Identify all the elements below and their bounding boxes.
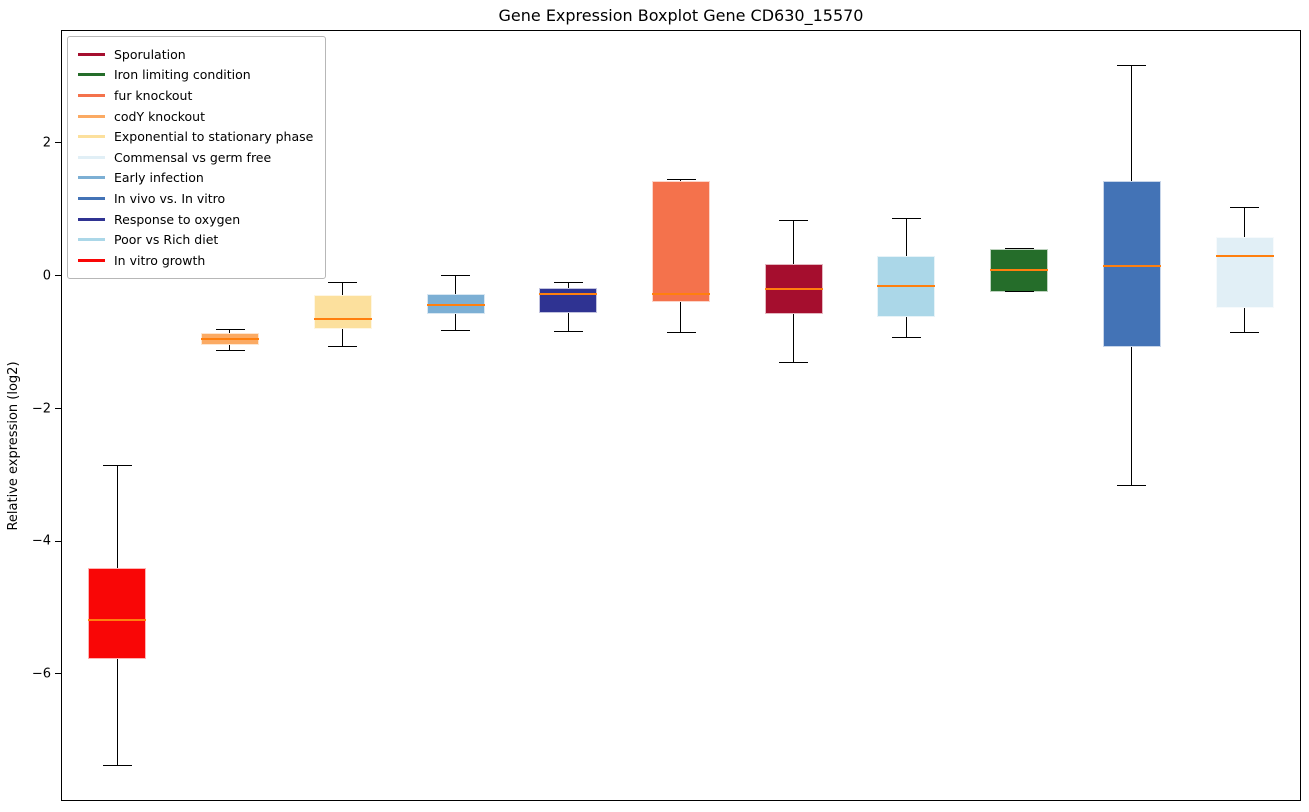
legend-label: In vitro growth <box>114 252 206 268</box>
y-tick-label: −2 <box>31 401 51 417</box>
legend-swatch <box>78 258 105 262</box>
median-line <box>990 268 1049 271</box>
plot-area: Relative expression (log2) Sporulation Ir… <box>6 30 1301 801</box>
whisker-cap-top <box>666 179 696 181</box>
whisker-cap-bottom <box>328 346 358 348</box>
legend-label: Iron limiting condition <box>114 67 251 83</box>
y-tick-label: −6 <box>31 666 51 682</box>
y-tick-label: 0 <box>42 268 51 284</box>
whisker-cap-top <box>1004 247 1034 249</box>
legend-swatch <box>78 217 105 221</box>
whisker-cap-bottom <box>102 765 132 767</box>
legend-label: Exponential to stationary phase <box>114 129 314 145</box>
boxplot-box <box>1102 180 1161 347</box>
y-tick-label: 2 <box>42 135 51 151</box>
whisker-cap-bottom <box>553 330 583 332</box>
legend-swatch <box>78 196 105 200</box>
whisker-cap-bottom <box>666 332 696 334</box>
whisker-cap-top <box>779 219 809 221</box>
legend-item: Exponential to stationary phase <box>78 126 313 147</box>
chart-title: Gene Expression Boxplot Gene CD630_15570 <box>498 6 864 25</box>
legend-label: Response to oxygen <box>114 211 241 227</box>
legend-item: Commensal vs germ free <box>78 147 313 168</box>
y-axis-label: Relative expression (log2) <box>6 361 21 531</box>
boxplot-box <box>88 567 147 659</box>
legend: Sporulation Iron limiting condition fur kn… <box>67 36 327 279</box>
legend-item: Response to oxygen <box>78 209 313 230</box>
whisker-cap-top <box>891 217 921 219</box>
legend-item: codY knockout <box>78 106 313 127</box>
legend-item: In vitro growth <box>78 250 313 271</box>
legend-item: Iron limiting condition <box>78 65 313 86</box>
y-tick-mark <box>55 275 61 276</box>
whisker-cap-bottom <box>891 336 921 338</box>
whisker-cap-bottom <box>1004 290 1034 292</box>
median-line <box>1215 254 1274 257</box>
legend-label: Early infection <box>114 170 204 186</box>
y-tick-mark <box>55 407 61 409</box>
whisker-cap-top <box>1230 207 1260 209</box>
y-tick-mark <box>55 142 61 144</box>
y-tick-mark <box>55 540 61 542</box>
whisker-cap-top <box>1117 65 1147 67</box>
whisker-cap-top <box>441 274 471 276</box>
whisker-cap-top <box>553 281 583 283</box>
legend-label: fur knockout <box>114 87 193 103</box>
boxplot-box <box>652 181 710 302</box>
legend-swatch <box>78 155 105 159</box>
legend-swatch <box>78 238 105 242</box>
legend-item: Poor vs Rich diet <box>78 229 313 250</box>
whisker-cap-bottom <box>1230 332 1260 334</box>
median-line <box>877 284 936 287</box>
y-tick-label: −4 <box>31 533 51 549</box>
whisker-cap-top <box>102 464 132 466</box>
whisker-cap-bottom <box>779 361 809 363</box>
legend-swatch <box>78 73 105 77</box>
legend-label: Commensal vs germ free <box>114 149 272 165</box>
legend-swatch <box>78 93 105 97</box>
legend-swatch <box>78 114 105 118</box>
legend-swatch <box>78 176 105 180</box>
legend-item: fur knockout <box>78 85 313 106</box>
median-line <box>88 619 147 622</box>
y-tick-mark <box>55 673 61 675</box>
median-line <box>426 303 485 306</box>
whisker-cap-bottom <box>441 330 471 332</box>
median-line <box>539 293 598 296</box>
boxplot-box <box>539 288 598 313</box>
whisker-cap-top <box>215 329 245 331</box>
legend-item: Early infection <box>78 168 313 189</box>
whisker-cap-top <box>328 281 358 283</box>
legend-label: Sporulation <box>114 46 186 62</box>
legend-item: In vivo vs. In vitro <box>78 188 313 209</box>
legend-label: Poor vs Rich diet <box>114 232 219 248</box>
boxplot-box <box>313 294 372 329</box>
median-line <box>201 337 260 340</box>
legend-label: In vivo vs. In vitro <box>114 190 226 206</box>
legend-item: Sporulation <box>78 44 313 65</box>
whisker-cap-bottom <box>1117 485 1147 487</box>
median-line <box>652 293 710 296</box>
boxplot-box <box>1215 237 1274 308</box>
median-line <box>313 317 372 320</box>
legend-swatch <box>78 135 105 139</box>
legend-label: codY knockout <box>114 108 206 124</box>
median-line <box>1102 265 1161 268</box>
median-line <box>764 287 823 290</box>
legend-swatch <box>78 52 105 56</box>
whisker-cap-bottom <box>215 350 245 351</box>
